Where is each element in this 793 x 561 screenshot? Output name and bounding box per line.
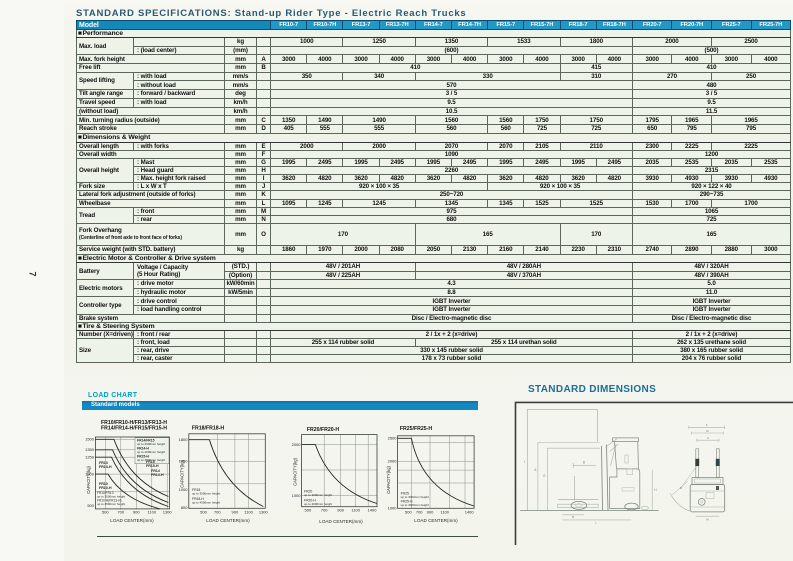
svg-text:1000: 1000 xyxy=(292,493,302,498)
svg-text:FR25/FR25-H: FR25/FR25-H xyxy=(400,426,433,432)
svg-text:FR10/FR13: FR10/FR13 xyxy=(97,491,114,495)
svg-text:FR14/FR15: FR14/FR15 xyxy=(137,439,155,443)
svg-text:800: 800 xyxy=(181,505,188,510)
svg-text:1100: 1100 xyxy=(147,510,156,515)
svg-text:CAPACITY(kg): CAPACITY(kg) xyxy=(180,459,185,487)
svg-text:LOAD CENTER(mm): LOAD CENTER(mm) xyxy=(206,518,250,523)
svg-text:500: 500 xyxy=(405,510,412,515)
svg-text:1300: 1300 xyxy=(259,510,269,515)
svg-text:2500: 2500 xyxy=(388,436,398,441)
svg-text:LOAD CENTER(mm): LOAD CENTER(mm) xyxy=(414,518,458,523)
svg-text:up to 4000mm height: up to 4000mm height xyxy=(304,502,332,506)
svg-text:up to 4000mm height: up to 4000mm height xyxy=(137,450,165,454)
svg-text:FR18/FR18-H: FR18/FR18-H xyxy=(192,426,225,432)
svg-text:up to 4000mm height: up to 4000mm height xyxy=(192,501,220,505)
svg-text:1000: 1000 xyxy=(388,506,398,511)
svg-text:1400: 1400 xyxy=(179,459,189,464)
svg-text:M: M xyxy=(706,517,709,521)
svg-text:FR20/FR20-H: FR20/FR20-H xyxy=(307,427,340,433)
svg-text:FR10/FR10-H/FR13/FR13-H: FR10/FR10-H/FR13/FR13-H xyxy=(101,420,167,426)
svg-text:900: 900 xyxy=(427,510,434,515)
svg-text:G: G xyxy=(543,474,546,478)
svg-text:FR14-H: FR14-H xyxy=(137,447,149,451)
svg-text:1250: 1250 xyxy=(85,455,95,460)
svg-text:FR15-H: FR15-H xyxy=(146,464,159,468)
svg-text:2000: 2000 xyxy=(388,459,398,464)
svg-text:FR20-H: FR20-H xyxy=(304,499,316,503)
svg-text:FR25: FR25 xyxy=(401,492,409,496)
svg-text:1350: 1350 xyxy=(85,447,95,452)
svg-text:700: 700 xyxy=(117,510,124,515)
svg-text:1400: 1400 xyxy=(465,510,475,515)
svg-text:C: C xyxy=(707,436,710,440)
svg-text:700: 700 xyxy=(416,510,423,515)
svg-text:FR18-H: FR18-H xyxy=(192,497,204,501)
svg-text:up to 3000mm height: up to 3000mm height xyxy=(401,495,429,499)
svg-text:FR20: FR20 xyxy=(304,490,312,494)
svg-text:R: R xyxy=(680,486,683,490)
svg-text:1800: 1800 xyxy=(179,437,189,442)
svg-text:FR14-H: FR14-H xyxy=(151,473,164,477)
svg-text:A: A xyxy=(534,468,537,472)
svg-text:1100: 1100 xyxy=(440,510,449,515)
svg-text:FR14: FR14 xyxy=(151,469,160,473)
svg-text:up to 4000mm height: up to 4000mm height xyxy=(137,442,165,446)
svg-text:B: B xyxy=(583,461,585,465)
svg-text:1000: 1000 xyxy=(85,472,95,477)
svg-text:FR10-H(FR13-H): FR10-H(FR13-H) xyxy=(97,499,121,503)
svg-text:up to 3000mm height: up to 3000mm height xyxy=(97,495,125,499)
svg-text:1400: 1400 xyxy=(368,508,378,513)
svg-text:I: I xyxy=(524,460,525,464)
svg-text:900: 900 xyxy=(232,510,239,515)
svg-text:FR18: FR18 xyxy=(192,488,200,492)
svg-text:M: M xyxy=(706,429,709,433)
svg-text:1000: 1000 xyxy=(179,487,189,492)
svg-text:FR13-H: FR13-H xyxy=(99,465,112,469)
svg-text:1100: 1100 xyxy=(351,508,360,513)
svg-text:up to 3000mm height: up to 3000mm height xyxy=(192,492,220,496)
svg-text:CAPACITY(kg): CAPACITY(kg) xyxy=(293,457,298,485)
svg-text:M: M xyxy=(572,515,575,519)
svg-text:F: F xyxy=(706,423,708,427)
svg-text:FR14/FR14-H/FR15/FR15-H: FR14/FR14-H/FR15/FR15-H xyxy=(101,426,167,432)
svg-text:1300: 1300 xyxy=(163,510,173,515)
svg-text:H: H xyxy=(654,488,657,492)
svg-text:CAPACITY(kg): CAPACITY(kg) xyxy=(386,465,391,493)
svg-text:FR15-H: FR15-H xyxy=(137,455,149,459)
svg-text:FR25-H: FR25-H xyxy=(401,500,413,504)
svg-text:700: 700 xyxy=(321,508,328,513)
svg-text:1500: 1500 xyxy=(85,437,95,442)
svg-text:900: 900 xyxy=(133,510,140,515)
svg-text:500: 500 xyxy=(102,510,109,515)
svg-text:FR13: FR13 xyxy=(99,461,108,465)
svg-text:up to 3000mm height: up to 3000mm height xyxy=(304,493,332,497)
svg-text:LOAD CENTER(mm): LOAD CENTER(mm) xyxy=(110,518,154,523)
svg-text:500: 500 xyxy=(305,508,312,513)
svg-text:500: 500 xyxy=(87,503,94,508)
svg-text:CAPACITY(kg): CAPACITY(kg) xyxy=(86,465,91,493)
svg-text:500: 500 xyxy=(200,510,207,515)
svg-text:FR10: FR10 xyxy=(99,482,108,486)
svg-text:700: 700 xyxy=(214,510,221,515)
svg-text:up to 4500mm height: up to 4500mm height xyxy=(97,502,125,506)
svg-text:LOAD CENTER(mm): LOAD CENTER(mm) xyxy=(319,519,363,524)
svg-text:1100: 1100 xyxy=(244,510,253,515)
svg-text:900: 900 xyxy=(337,508,344,513)
svg-text:FR10-H: FR10-H xyxy=(99,486,112,490)
svg-text:FR15: FR15 xyxy=(146,460,155,464)
svg-text:up to 4000mm height: up to 4000mm height xyxy=(401,503,429,507)
svg-text:L: L xyxy=(595,521,597,525)
svg-text:up to 4500mm height: up to 4500mm height xyxy=(137,458,165,462)
svg-text:2000: 2000 xyxy=(292,442,302,447)
